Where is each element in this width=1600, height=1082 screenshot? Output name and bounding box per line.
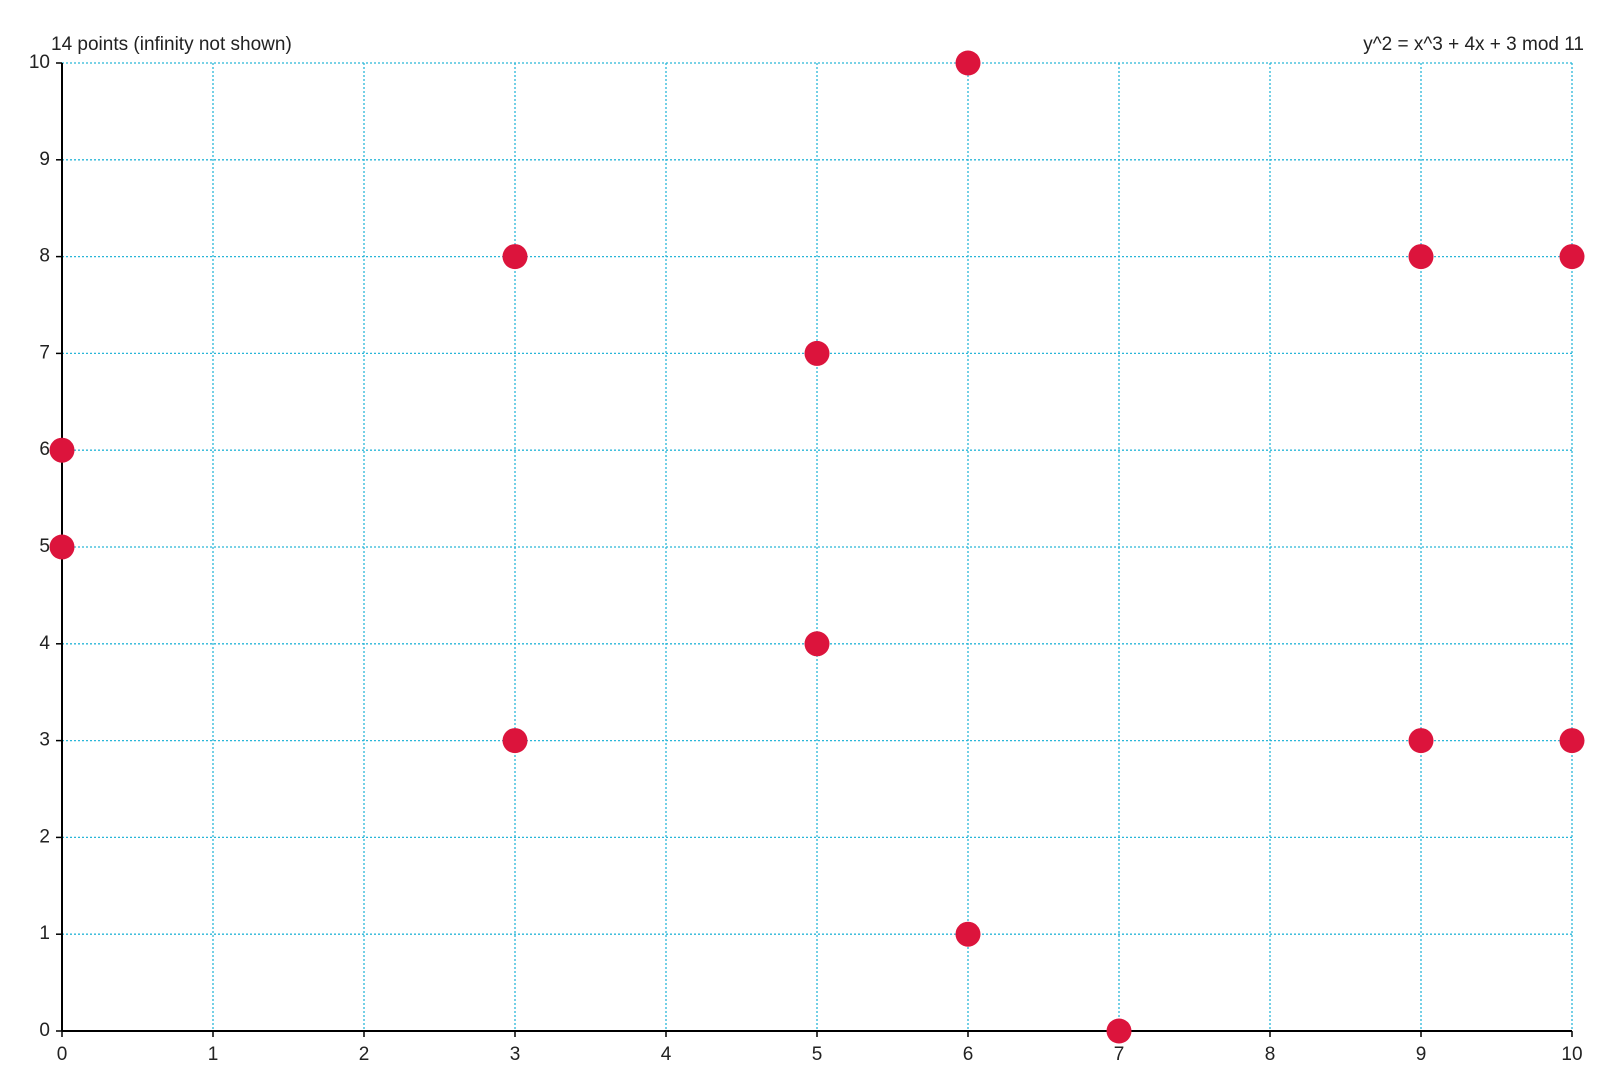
point bbox=[502, 728, 528, 754]
point bbox=[49, 534, 75, 560]
point bbox=[804, 631, 830, 657]
y-tick-label: 0 bbox=[39, 1020, 50, 1041]
y-tick-label: 9 bbox=[39, 149, 50, 170]
x-tick-label: 4 bbox=[661, 1044, 672, 1065]
x-tick-label: 2 bbox=[359, 1044, 370, 1065]
point bbox=[804, 340, 830, 366]
point bbox=[1106, 1018, 1132, 1044]
point bbox=[955, 921, 981, 947]
point bbox=[1559, 728, 1585, 754]
point bbox=[1408, 244, 1434, 270]
y-tick-label: 7 bbox=[39, 342, 50, 363]
point bbox=[955, 50, 981, 76]
x-tick-label: 5 bbox=[812, 1044, 823, 1065]
y-tick-label: 6 bbox=[39, 439, 50, 460]
y-tick-label: 10 bbox=[29, 52, 50, 73]
chart-subtitle: 14 points (infinity not shown) bbox=[51, 34, 292, 55]
y-tick-label: 2 bbox=[39, 826, 50, 847]
y-tick-label: 3 bbox=[39, 730, 50, 751]
x-tick-label: 1 bbox=[208, 1044, 219, 1065]
x-tick-label: 8 bbox=[1265, 1044, 1276, 1065]
x-tick-label: 9 bbox=[1416, 1044, 1427, 1065]
x-tick-label: 0 bbox=[57, 1044, 68, 1065]
y-tick-label: 4 bbox=[39, 633, 50, 654]
point bbox=[1559, 244, 1585, 270]
x-tick-label: 3 bbox=[510, 1044, 521, 1065]
x-tick-label: 7 bbox=[1114, 1044, 1125, 1065]
y-tick-label: 1 bbox=[39, 923, 50, 944]
point bbox=[49, 437, 75, 463]
chart-title: y^2 = x^3 + 4x + 3 mod 11 bbox=[1363, 34, 1584, 55]
y-tick-label: 8 bbox=[39, 246, 50, 267]
x-tick-label: 10 bbox=[1561, 1044, 1582, 1065]
x-tick-label: 6 bbox=[963, 1044, 974, 1065]
point bbox=[1408, 728, 1434, 754]
point bbox=[502, 244, 528, 270]
y-tick-label: 5 bbox=[39, 536, 50, 557]
